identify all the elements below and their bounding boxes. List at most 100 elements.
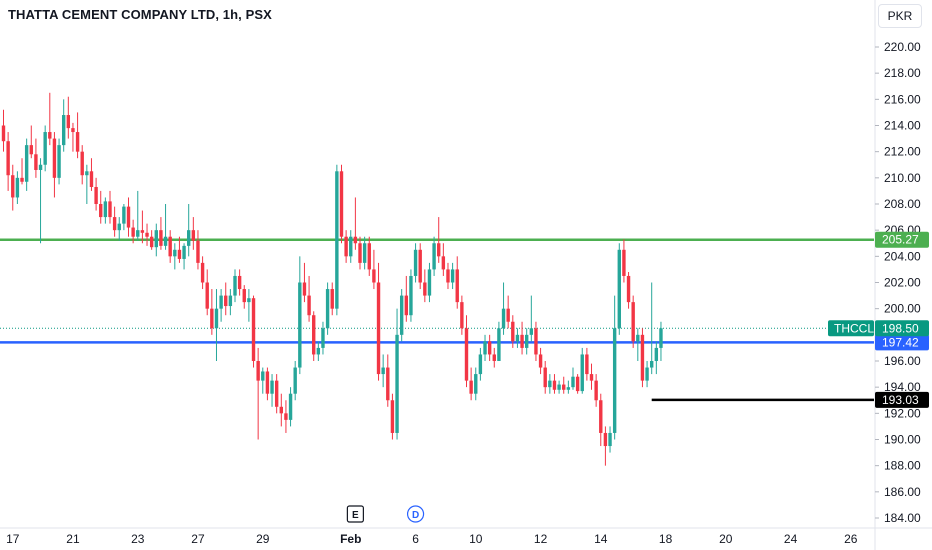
candle bbox=[534, 321, 538, 361]
candle bbox=[224, 282, 228, 316]
earnings-marker-label: E bbox=[352, 510, 359, 521]
time-tick-label: 21 bbox=[66, 532, 80, 546]
candle bbox=[423, 269, 427, 303]
candle bbox=[506, 295, 510, 329]
candle bbox=[99, 190, 103, 224]
price-tags: 205.27 197.42 193.03 THCCL 198.50 bbox=[828, 231, 929, 408]
candle bbox=[242, 285, 246, 309]
dividend-marker-label: D bbox=[412, 510, 419, 521]
time-tick-label: 23 bbox=[131, 532, 145, 546]
candle bbox=[390, 393, 395, 440]
candle bbox=[145, 223, 149, 246]
candle bbox=[571, 367, 575, 390]
candle bbox=[538, 347, 543, 375]
time-tick-label: 26 bbox=[844, 532, 858, 546]
candles bbox=[1, 92, 663, 466]
price-tick-label: 192.00 bbox=[884, 406, 921, 420]
currency-button[interactable]: PKR bbox=[878, 4, 922, 28]
candle bbox=[399, 289, 404, 342]
price-tick-label: 210.00 bbox=[884, 171, 921, 185]
candle bbox=[654, 341, 659, 375]
candle bbox=[659, 321, 663, 361]
candle bbox=[75, 112, 80, 159]
symbol-label: THCCL bbox=[834, 321, 874, 335]
time-axis[interactable]: 17 21 23 27 29 Feb 6 10 12 14 18 20 24 26 bbox=[0, 527, 932, 546]
candle bbox=[71, 122, 75, 152]
candle bbox=[599, 393, 603, 447]
candle bbox=[520, 321, 524, 355]
candle bbox=[214, 289, 219, 361]
candle bbox=[413, 243, 418, 283]
price-tick-label: 194.00 bbox=[884, 380, 921, 394]
candle bbox=[557, 380, 561, 394]
candle bbox=[15, 171, 20, 204]
price-tick-label: 216.00 bbox=[884, 92, 921, 106]
candle bbox=[187, 204, 191, 257]
candle bbox=[492, 347, 496, 368]
candle bbox=[562, 376, 566, 394]
candle bbox=[94, 177, 98, 211]
price-tick-label: 190.00 bbox=[884, 433, 921, 447]
candle bbox=[117, 217, 121, 241]
candle bbox=[474, 367, 478, 401]
candle bbox=[89, 158, 94, 191]
candle bbox=[177, 236, 182, 263]
price-axis[interactable]: 184.00 186.00 188.00 190.00 192.00 194.00 196.… bbox=[874, 0, 921, 550]
candle bbox=[585, 347, 589, 381]
candle bbox=[57, 138, 61, 185]
candle bbox=[367, 236, 371, 276]
dividend-marker bbox=[406, 505, 425, 523]
symbol-tag bbox=[828, 320, 874, 337]
candle bbox=[112, 206, 117, 237]
candle bbox=[418, 243, 422, 290]
candle bbox=[316, 341, 321, 361]
candle bbox=[265, 367, 270, 401]
candle bbox=[307, 275, 311, 322]
candle bbox=[191, 217, 196, 250]
candle bbox=[575, 374, 580, 394]
candle bbox=[29, 125, 33, 159]
time-tick-label: 12 bbox=[534, 532, 548, 546]
candle bbox=[487, 334, 492, 361]
candle bbox=[168, 230, 172, 263]
candle bbox=[469, 367, 473, 401]
candle bbox=[566, 380, 571, 394]
price-tick-label: 186.00 bbox=[884, 485, 921, 499]
candle bbox=[358, 236, 362, 270]
candle bbox=[460, 295, 464, 335]
earnings-marker bbox=[346, 505, 364, 523]
price-tick-label: 218.00 bbox=[884, 66, 921, 80]
candle bbox=[34, 138, 38, 178]
price-tick-label: 220.00 bbox=[884, 40, 921, 54]
candle bbox=[48, 92, 52, 146]
candle bbox=[617, 243, 621, 335]
price-tick-label: 188.00 bbox=[884, 459, 921, 473]
last-price-tag bbox=[875, 320, 929, 337]
time-tick-label: 18 bbox=[659, 532, 673, 546]
candle bbox=[154, 223, 158, 257]
candle bbox=[404, 275, 409, 322]
price-tick-label: 208.00 bbox=[884, 197, 921, 211]
candle bbox=[330, 282, 334, 316]
candle bbox=[284, 400, 288, 433]
time-tick-label: 10 bbox=[469, 532, 483, 546]
candle bbox=[622, 239, 626, 283]
time-tick-label: 6 bbox=[412, 532, 419, 546]
time-tick-label: 14 bbox=[594, 532, 608, 546]
candle bbox=[552, 374, 557, 394]
candle bbox=[376, 262, 381, 381]
candle bbox=[450, 262, 455, 290]
candle bbox=[1, 109, 6, 152]
candle bbox=[409, 269, 413, 322]
last-price-label: 198.50 bbox=[882, 321, 919, 335]
candle bbox=[501, 282, 506, 335]
candle bbox=[251, 295, 256, 368]
candle bbox=[66, 96, 71, 139]
candle bbox=[159, 217, 163, 250]
candle bbox=[136, 190, 140, 241]
time-tick-label: 17 bbox=[6, 532, 20, 546]
time-tick-label: 29 bbox=[256, 532, 270, 546]
candle bbox=[427, 262, 432, 303]
